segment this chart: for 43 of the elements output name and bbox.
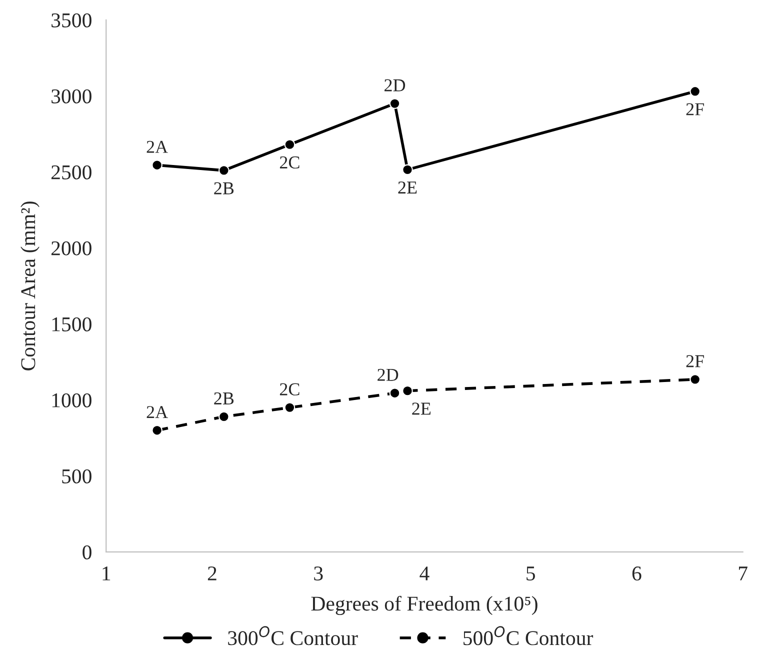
y-tick-label: 0 — [82, 545, 92, 560]
point — [152, 424, 162, 436]
x-tick-label: 2 — [208, 566, 216, 580]
legend-label: 500$^{O}$C Contour — [464, 626, 594, 646]
point — [389, 388, 400, 398]
annotation: 2D — [384, 79, 406, 92]
x-tick-label: 7 — [739, 566, 748, 580]
annotation: 2E — [412, 402, 431, 415]
point — [402, 385, 413, 396]
annotation: 2F — [686, 103, 704, 116]
x-axis-title: Degrees of Freedom (x10⁵) — [311, 596, 538, 616]
point — [218, 411, 230, 422]
annotation: 2B — [214, 182, 234, 194]
point — [389, 98, 400, 109]
annotation: 2A — [146, 406, 168, 418]
y-axis-title: Contour Area (mm²) — [20, 202, 40, 370]
y-tick-label: 2500 — [51, 165, 92, 180]
point — [402, 164, 413, 176]
point — [152, 160, 162, 170]
point — [218, 165, 230, 176]
x-tick-label: 3 — [314, 566, 323, 580]
y-tick-label: 2000 — [51, 241, 92, 256]
annotation: 2D — [378, 368, 398, 381]
x-tick-label: 4 — [420, 566, 430, 580]
point — [284, 402, 296, 413]
x-tick-label: 5 — [526, 566, 535, 580]
annotation: 2E — [398, 182, 417, 194]
x-tick-label: 1 — [102, 566, 110, 580]
legend-label: 300$^{O}$C Contour — [228, 626, 358, 646]
point — [690, 374, 700, 385]
annotation: 2F — [686, 355, 704, 368]
x-tick-label: 6 — [632, 566, 642, 580]
y-tick-label: 3000 — [52, 89, 92, 104]
y-tick-label: 500 — [62, 469, 92, 484]
point — [690, 86, 700, 97]
point — [284, 139, 296, 150]
annotation: 2B — [214, 392, 234, 404]
y-tick-label: 1000 — [52, 393, 92, 408]
y-tick-label: 3500 — [52, 13, 92, 28]
y-tick-label: 1500 — [52, 317, 92, 332]
annotation: 2A — [146, 140, 168, 153]
annotation: 2C — [280, 383, 300, 396]
annotation: 2C — [280, 156, 300, 169]
